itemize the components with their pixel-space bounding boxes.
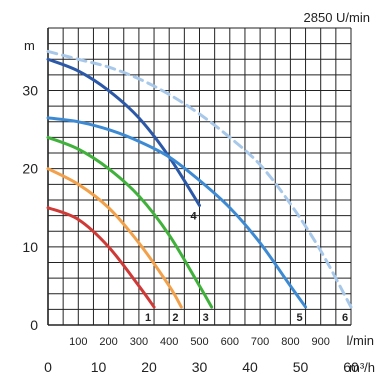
- x-tick-label-m3h: 50: [293, 359, 309, 375]
- curve-3: [46, 135, 214, 309]
- x-tick-label-m3h: 40: [242, 359, 258, 375]
- y-tick-label: 0: [30, 317, 38, 333]
- x-tick-label-lmin: 500: [190, 336, 208, 348]
- y-axis-label: m: [24, 38, 35, 53]
- curve-label-1: 1: [145, 312, 151, 324]
- x-axis-lmin-ticks: 100 200 300 400 500 600 700 800 900: [69, 336, 330, 348]
- y-tick-label: 30: [22, 83, 38, 99]
- x-axis-label-m3h: m³/h: [349, 360, 375, 375]
- y-tick-label: 10: [22, 239, 38, 255]
- curve-label-3: 3: [203, 312, 209, 324]
- x-tick-label-lmin: 200: [99, 336, 117, 348]
- x-axis-m3h-ticks: 0 10 20 30 40 50 60: [44, 359, 359, 375]
- pump-curves: [46, 49, 353, 309]
- chart-grid: [47, 27, 352, 326]
- x-tick-label-lmin: 100: [69, 336, 87, 348]
- curve-2: [46, 167, 183, 309]
- curve-4: [46, 57, 201, 207]
- x-tick-label-m3h: 10: [91, 359, 107, 375]
- x-axis-label-lmin: l/min: [347, 333, 374, 348]
- chart-title: 2850 U/min: [304, 10, 370, 25]
- curve-6: [46, 49, 353, 309]
- x-tick-label-m3h: 20: [141, 359, 157, 375]
- curve-5: [46, 116, 308, 309]
- curve-1: [46, 206, 156, 309]
- x-tick-label-lmin: 800: [281, 336, 299, 348]
- x-tick-label-lmin: 700: [251, 336, 269, 348]
- curve-labels: 1 2 3 4 5 6: [145, 210, 348, 324]
- curve-label-6: 6: [342, 312, 348, 324]
- y-tick-label: 20: [22, 161, 38, 177]
- curve-label-5: 5: [297, 312, 303, 324]
- x-tick-label-m3h: 30: [192, 359, 208, 375]
- y-axis-ticks: 0 10 20 30: [22, 83, 38, 333]
- x-tick-label-lmin: 300: [130, 336, 148, 348]
- x-tick-label-m3h: 60: [343, 359, 359, 375]
- x-tick-label-m3h: 0: [44, 359, 52, 375]
- curve-label-4: 4: [191, 210, 198, 222]
- x-tick-label-lmin: 600: [221, 336, 239, 348]
- curve-label-2: 2: [172, 312, 178, 324]
- x-tick-label-lmin: 400: [160, 336, 178, 348]
- x-tick-label-lmin: 900: [312, 336, 330, 348]
